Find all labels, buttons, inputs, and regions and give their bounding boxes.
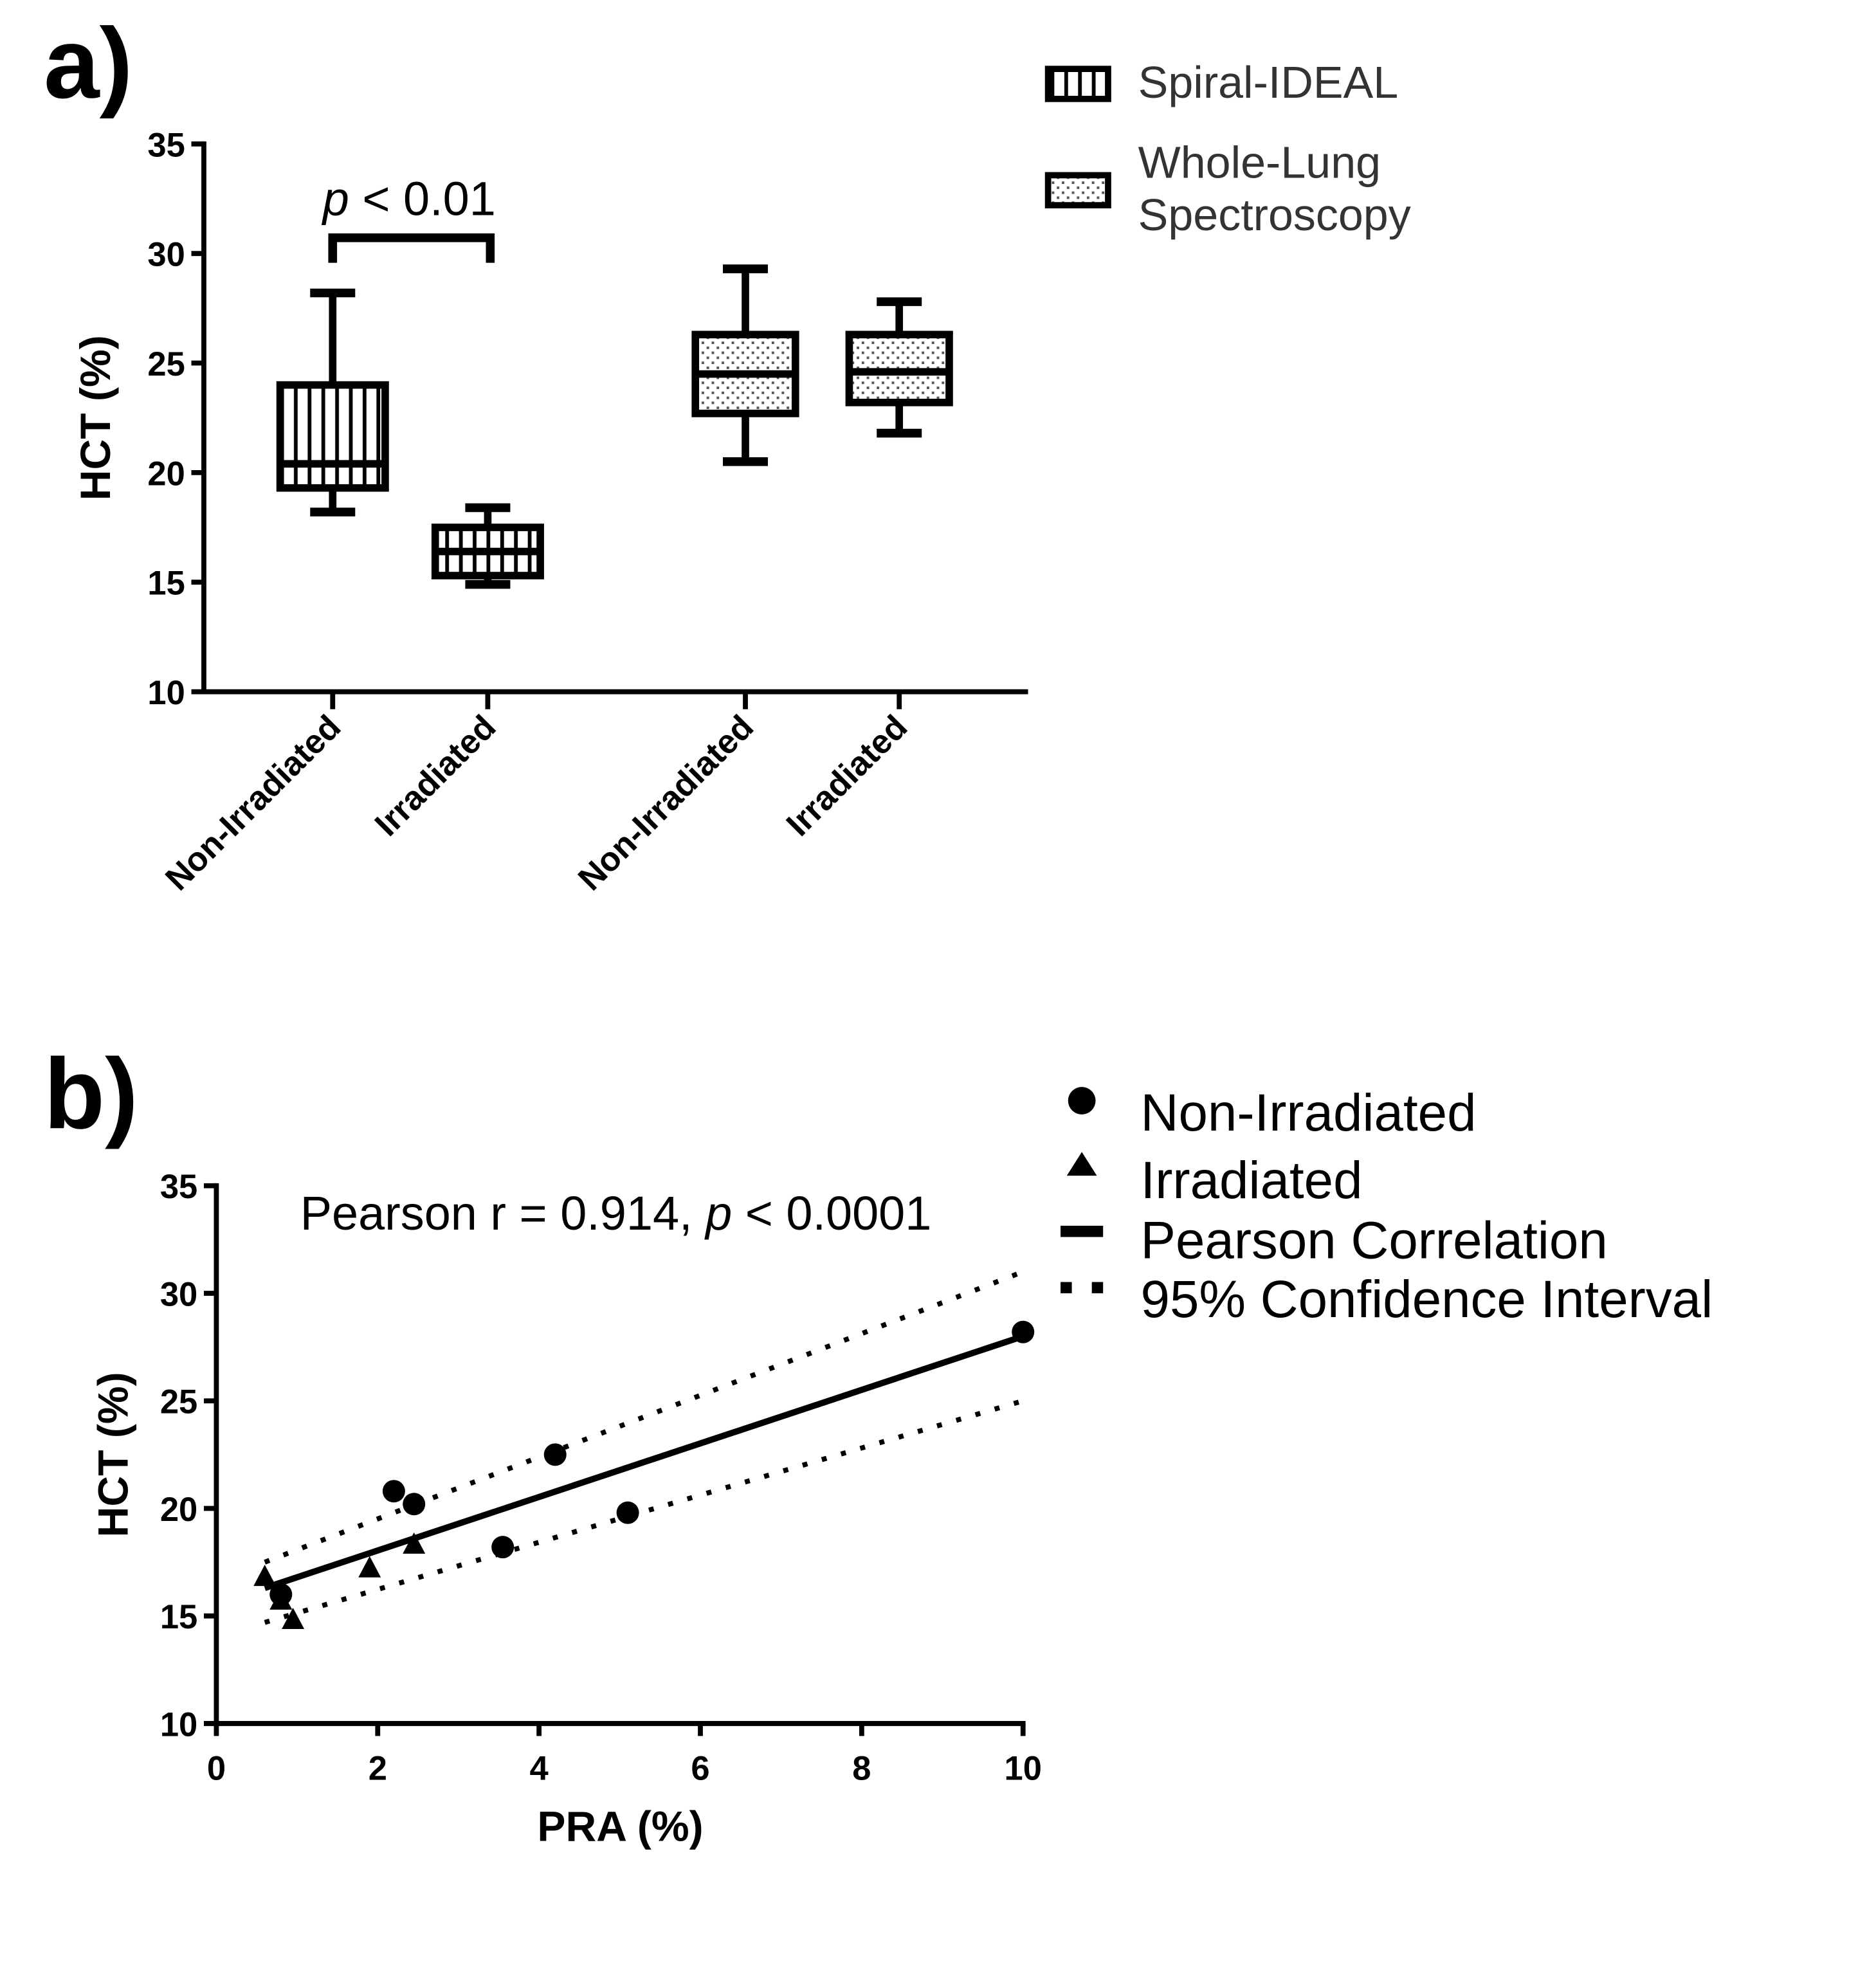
- x-tick-label: 0: [207, 1749, 226, 1787]
- legend-swatch-spiral-ideal: [1044, 66, 1111, 102]
- x-tick-label: Irradiated: [779, 708, 915, 844]
- y-tick-label: 15: [160, 1598, 197, 1636]
- y-tick-label: 25: [160, 1383, 197, 1421]
- point-non-irradiated: [543, 1443, 567, 1466]
- x-tick-label: 6: [691, 1749, 709, 1787]
- point-non-irradiated: [1012, 1320, 1035, 1343]
- point-irradiated: [253, 1565, 277, 1587]
- point-irradiated: [269, 1588, 293, 1610]
- legend-label-non-irradiated: Non-Irradiated: [1141, 1084, 1477, 1142]
- ci-upper-line: [264, 1269, 1025, 1565]
- y-tick-label: 35: [160, 1168, 197, 1206]
- legend-marker-line: [1061, 1225, 1104, 1237]
- point-irradiated: [282, 1607, 305, 1629]
- legend-label-pearson: Pearson Correlation: [1141, 1212, 1608, 1270]
- p-value: < 0.01: [349, 172, 496, 226]
- point-non-irradiated: [491, 1536, 515, 1559]
- y-tick-label: 20: [147, 455, 185, 493]
- legend-label-spiral-ideal: Spiral-IDEAL: [1138, 57, 1399, 107]
- y-tick-label: 25: [147, 345, 185, 383]
- pearson-suffix: < 0.0001: [732, 1187, 931, 1240]
- y-tick-label: 20: [160, 1491, 197, 1529]
- panel-a-legend: Spiral-IDEAL Whole-Lung Spectroscopy: [1044, 57, 1411, 240]
- x-tick-label: Non-Irradiated: [571, 708, 761, 898]
- scatter-chart: 10 15 20 25 30 35 0 2 4 6 8 10: [160, 1168, 1042, 1787]
- point-non-irradiated: [403, 1493, 426, 1516]
- legend-label-whole-lung-1: Whole-Lung: [1138, 137, 1381, 187]
- panel-a-label: a): [44, 7, 132, 119]
- point-non-irradiated: [616, 1501, 639, 1524]
- x-tick-label: Non-Irradiated: [158, 708, 348, 898]
- panel-b-x-axis-label: PRA (%): [537, 1803, 703, 1851]
- p-italic-b: p: [704, 1187, 732, 1240]
- legend-marker-dot-1: [1061, 1282, 1072, 1293]
- legend-marker-circle: [1068, 1087, 1096, 1115]
- panel-b-label: b): [44, 1037, 138, 1149]
- legend-label-ci: 95% Confidence Interval: [1141, 1270, 1713, 1329]
- panel-a-y-axis-label: HCT (%): [72, 335, 120, 500]
- pearson-prefix: Pearson r = 0.914,: [300, 1187, 706, 1240]
- panel-b-y-axis-label: HCT (%): [89, 1372, 137, 1537]
- ci-lower-line: [264, 1398, 1024, 1625]
- legend-label-whole-lung-2: Spectroscopy: [1138, 190, 1411, 240]
- legend-label-irradiated: Irradiated: [1141, 1151, 1363, 1210]
- x-tick-label: Irradiated: [368, 708, 504, 844]
- point-irradiated: [403, 1532, 426, 1554]
- pearson-annotation: Pearson r = 0.914, p < 0.0001: [300, 1187, 932, 1240]
- legend-marker-triangle: [1066, 1152, 1097, 1176]
- panel-a-p-annotation: p < 0.01: [322, 172, 496, 226]
- pearson-fit-line: [264, 1333, 1025, 1591]
- x-tick-label: 10: [1005, 1749, 1042, 1787]
- legend-swatch-whole-lung: [1044, 172, 1111, 208]
- y-tick-label: 30: [147, 236, 185, 274]
- legend-marker-dot-2: [1091, 1282, 1104, 1293]
- box: [276, 381, 389, 492]
- panel-b-legend: Non-Irradiated Irradiated Pearson Correl…: [1061, 1084, 1713, 1329]
- x-tick-label: 2: [369, 1749, 387, 1787]
- y-tick-label: 10: [160, 1706, 197, 1743]
- x-tick-label: 8: [852, 1749, 871, 1787]
- p-italic: p: [322, 172, 349, 226]
- y-tick-label: 15: [147, 565, 185, 603]
- y-tick-label: 35: [147, 126, 185, 164]
- significance-bracket: [328, 233, 495, 263]
- point-irradiated: [358, 1556, 381, 1578]
- x-tick-label: 4: [530, 1749, 549, 1787]
- point-non-irradiated: [382, 1480, 405, 1503]
- y-tick-label: 30: [160, 1275, 197, 1313]
- y-tick-label: 10: [147, 674, 185, 712]
